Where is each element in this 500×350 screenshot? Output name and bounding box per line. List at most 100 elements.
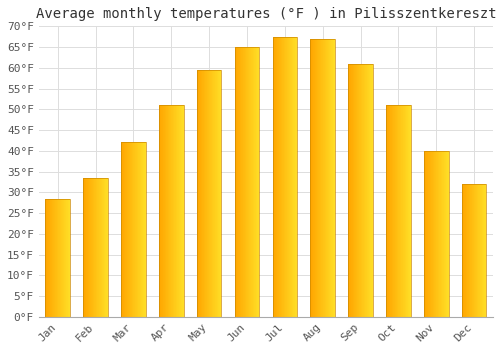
Bar <box>274 37 275 317</box>
Bar <box>291 37 292 317</box>
Bar <box>198 70 200 317</box>
Bar <box>134 142 136 317</box>
Bar <box>92 178 93 317</box>
Bar <box>462 184 463 317</box>
Bar <box>252 47 253 317</box>
Bar <box>144 142 145 317</box>
Bar <box>426 151 427 317</box>
Bar <box>89 178 90 317</box>
Bar <box>145 142 146 317</box>
Bar <box>322 39 324 317</box>
Bar <box>87 178 88 317</box>
Bar <box>126 142 128 317</box>
Bar <box>484 184 485 317</box>
Bar <box>442 151 443 317</box>
Bar <box>103 178 104 317</box>
Bar <box>64 198 65 317</box>
Bar <box>321 39 322 317</box>
Bar <box>133 142 134 317</box>
Bar <box>201 70 202 317</box>
Bar <box>407 105 408 317</box>
Bar <box>392 105 393 317</box>
Bar <box>386 105 388 317</box>
Bar <box>466 184 468 317</box>
Bar <box>388 105 389 317</box>
Bar <box>366 64 368 317</box>
Bar <box>369 64 370 317</box>
Bar <box>98 178 100 317</box>
Bar <box>218 70 219 317</box>
Bar <box>329 39 330 317</box>
Bar <box>350 64 352 317</box>
Bar <box>68 198 69 317</box>
Bar <box>121 142 146 317</box>
Bar <box>310 39 311 317</box>
Bar <box>253 47 254 317</box>
Bar <box>330 39 332 317</box>
Bar <box>202 70 203 317</box>
Bar <box>140 142 141 317</box>
Bar <box>65 198 66 317</box>
Bar <box>432 151 433 317</box>
Bar <box>465 184 466 317</box>
Bar <box>404 105 405 317</box>
Bar <box>474 184 476 317</box>
Bar <box>293 37 294 317</box>
Bar <box>372 64 373 317</box>
Bar <box>85 178 86 317</box>
Bar <box>159 105 160 317</box>
Bar <box>355 64 356 317</box>
Bar <box>319 39 320 317</box>
Bar <box>353 64 354 317</box>
Bar <box>164 105 165 317</box>
Bar <box>477 184 478 317</box>
Bar <box>169 105 170 317</box>
Bar <box>204 70 205 317</box>
Bar <box>445 151 446 317</box>
Bar <box>234 47 260 317</box>
Bar <box>168 105 169 317</box>
Bar <box>136 142 137 317</box>
Bar <box>328 39 329 317</box>
Bar <box>281 37 282 317</box>
Bar <box>424 151 448 317</box>
Bar <box>446 151 448 317</box>
Bar <box>332 39 333 317</box>
Bar <box>105 178 106 317</box>
Bar <box>69 198 70 317</box>
Bar <box>364 64 365 317</box>
Bar <box>200 70 201 317</box>
Bar <box>128 142 129 317</box>
Bar <box>58 198 59 317</box>
Bar <box>433 151 434 317</box>
Bar <box>389 105 390 317</box>
Bar <box>294 37 296 317</box>
Bar <box>284 37 285 317</box>
Bar <box>476 184 477 317</box>
Bar <box>398 105 399 317</box>
Bar <box>427 151 428 317</box>
Bar <box>102 178 103 317</box>
Bar <box>327 39 328 317</box>
Bar <box>60 198 61 317</box>
Bar <box>234 47 236 317</box>
Bar <box>56 198 57 317</box>
Bar <box>276 37 277 317</box>
Bar <box>393 105 394 317</box>
Bar <box>236 47 237 317</box>
Bar <box>402 105 404 317</box>
Bar <box>165 105 166 317</box>
Bar <box>313 39 314 317</box>
Bar <box>365 64 366 317</box>
Bar <box>177 105 178 317</box>
Bar <box>142 142 144 317</box>
Bar <box>206 70 208 317</box>
Bar <box>463 184 464 317</box>
Bar <box>217 70 218 317</box>
Bar <box>131 142 132 317</box>
Bar <box>183 105 184 317</box>
Bar <box>121 142 122 317</box>
Bar <box>257 47 258 317</box>
Bar <box>256 47 257 317</box>
Bar <box>197 70 222 317</box>
